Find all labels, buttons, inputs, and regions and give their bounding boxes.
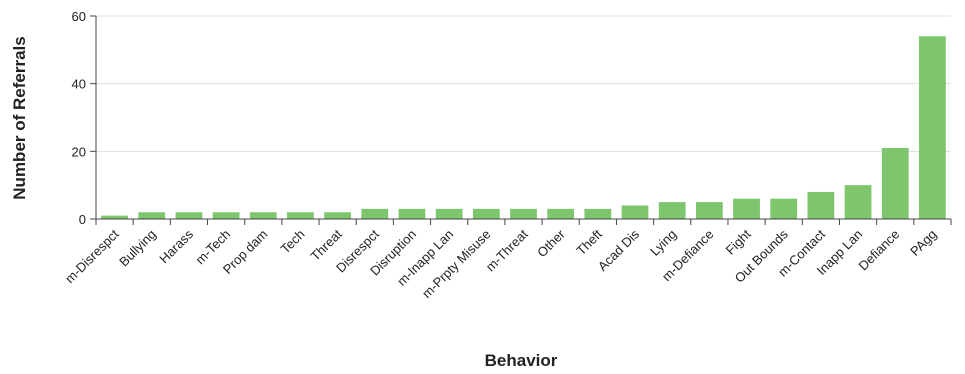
x-tick-label: m-Threat: [483, 226, 531, 274]
bar: [584, 208, 612, 219]
x-tick-label: Fight: [723, 226, 754, 257]
bar: [547, 208, 575, 219]
x-tick-label: Harass: [156, 226, 196, 266]
bar: [807, 191, 835, 219]
bar: [101, 215, 128, 219]
x-tick-label: m-Disrespct: [62, 226, 122, 286]
bar: [435, 208, 463, 219]
y-tick-label: 20: [72, 144, 86, 159]
x-tick-label: PAgg: [907, 227, 939, 259]
grid-lines: [96, 15, 951, 152]
bar: [361, 208, 389, 219]
x-axis-title: Behavior: [485, 351, 558, 370]
bar: [398, 208, 426, 219]
x-tick-label: Bullying: [116, 227, 159, 270]
x-tick-label: Tech: [278, 227, 308, 257]
bar: [621, 205, 649, 219]
bar: [138, 212, 166, 219]
y-axis-ticks: 0 20 40 60: [72, 9, 96, 227]
y-axis-title: Number of Referrals: [10, 36, 29, 199]
bar: [249, 212, 277, 219]
bar: [770, 198, 798, 219]
bar: [733, 198, 760, 219]
bar: [287, 212, 314, 219]
bar: [844, 185, 872, 219]
x-tick-label: Acad Dis: [595, 226, 643, 274]
y-tick-label: 40: [72, 77, 86, 92]
bar: [695, 202, 723, 219]
bar: [472, 208, 500, 219]
bar: [175, 212, 203, 219]
bar: [881, 147, 909, 219]
bar: [510, 208, 537, 219]
bar: [324, 212, 352, 219]
bar: [658, 202, 686, 219]
bar: [919, 36, 946, 219]
x-tick-label: Lying: [647, 227, 679, 259]
x-tick-label: Defiance: [855, 227, 902, 274]
x-tick-label: Other: [534, 226, 568, 260]
bars: [101, 36, 946, 219]
x-tick-label: Theft: [573, 226, 605, 258]
y-tick-label: 0: [79, 212, 86, 227]
bar: [212, 212, 240, 219]
y-tick-label: 60: [72, 9, 86, 24]
